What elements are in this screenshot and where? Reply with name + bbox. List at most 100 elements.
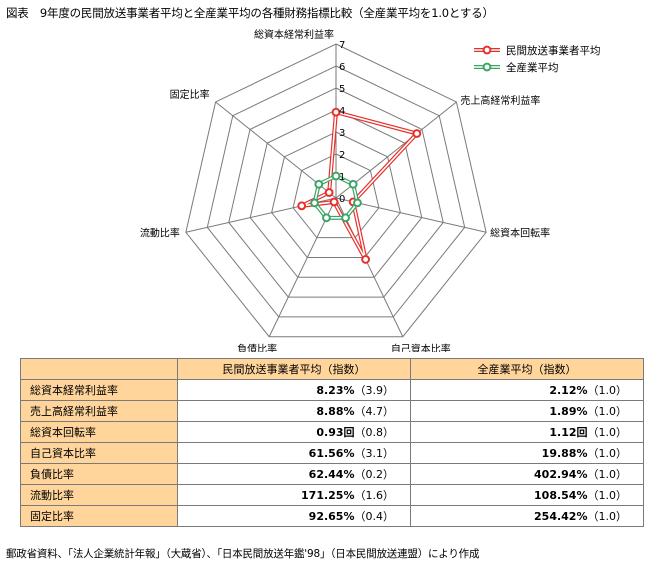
row-label: 総資本回転率 (20, 421, 178, 443)
all-industry-cell: 254.42%（1.0） (410, 505, 644, 527)
r-tick-label: 7 (339, 40, 345, 51)
all-industry-cell-index: （1.0） (587, 426, 628, 439)
table-row: 負債比率 62.44%（0.2） 402.94%（1.0） (20, 463, 644, 485)
table-row: 流動比率 171.25%（1.6） 108.54%（1.0） (20, 484, 644, 506)
all-industry-cell: 1.89%（1.0） (410, 400, 644, 422)
table-row: 総資本経常利益率 8.23%（3.9） 2.12%（1.0） (20, 379, 644, 401)
table-row: 総資本回転率 0.93回（0.8） 1.12回（1.0） (20, 421, 644, 443)
minpo-cell-value: 92.65% (308, 510, 355, 523)
series-minpo-point (324, 188, 334, 197)
legend-swatch-marker (482, 62, 492, 72)
source-note: 郵政省資料、「法人企業統計年報」（大蔵省）、「日本民間放送年鑑'98」（日本民間… (6, 548, 480, 560)
all-industry-cell-index: （1.0） (587, 510, 628, 523)
all-industry-cell-index: （1.0） (587, 489, 628, 502)
table-header-all: 全産業平均（指数） (410, 358, 644, 380)
all-industry-cell-index: （1.0） (587, 447, 628, 460)
all-industry-cell: 402.94%（1.0） (410, 463, 644, 485)
series-all-industry-point (314, 179, 324, 189)
r-tick-label: 3 (339, 128, 345, 139)
minpo-cell: 92.65%（0.4） (177, 505, 411, 527)
minpo-cell: 0.93回（0.8） (177, 421, 411, 443)
series-all-industry-point (310, 198, 319, 208)
axis-label: 流動比率 (140, 226, 180, 239)
all-industry-cell: 1.12回（1.0） (410, 421, 644, 443)
minpo-cell: 61.56%（3.1） (177, 442, 411, 464)
series-minpo-point (297, 201, 307, 211)
axis-label: 負債比率 (237, 343, 277, 352)
all-industry-cell-value: 108.54% (534, 489, 588, 502)
table-row: 自己資本比率 61.56%（3.1） 19.88%（1.0） (20, 442, 644, 464)
minpo-cell-value: 8.23% (316, 384, 355, 397)
figure-title: 図表 9年度の民間放送事業者平均と全産業平均の各種財務指標比較（全産業平均を1.… (6, 6, 494, 20)
minpo-cell-value: 171.25% (301, 489, 355, 502)
table-header-row: 民間放送事業者平均（指数） 全産業平均（指数） (20, 358, 644, 380)
all-industry-cell: 108.54%（1.0） (410, 484, 644, 506)
minpo-cell-index: （0.4） (354, 510, 395, 523)
all-industry-cell-index: （1.0） (587, 405, 628, 418)
axis-label: 固定比率 (170, 88, 210, 101)
series-all-industry-point (348, 179, 358, 189)
all-industry-cell: 19.88%（1.0） (410, 442, 644, 464)
minpo-cell-value: 0.93回 (316, 426, 355, 439)
minpo-cell-index: （0.2） (354, 468, 395, 481)
minpo-cell: 8.88%（4.7） (177, 400, 411, 422)
radar-ring (228, 87, 444, 298)
row-label: 負債比率 (20, 463, 178, 485)
legend-swatch-marker (482, 45, 492, 55)
all-industry-cell-value: 1.89% (549, 405, 588, 418)
radar-ring (249, 109, 423, 278)
minpo-cell-index: （1.6） (354, 489, 395, 502)
minpo-cell-value: 61.56% (308, 447, 355, 460)
all-industry-cell-index: （1.0） (587, 384, 628, 397)
r-tick-label: 5 (339, 84, 345, 95)
minpo-cell-value: 62.44% (308, 468, 355, 481)
all-industry-cell-value: 2.12% (549, 384, 588, 397)
all-industry-cell-value: 254.42% (534, 510, 588, 523)
series-minpo-point (331, 107, 341, 117)
indicator-table: 民間放送事業者平均（指数） 全産業平均（指数） 総資本経常利益率 8.23%（3.… (20, 358, 644, 527)
all-industry-cell-value: 402.94% (534, 468, 588, 481)
minpo-cell-index: （4.7） (354, 405, 395, 418)
r-tick-label: 4 (339, 106, 345, 117)
series-minpo-point (412, 129, 422, 138)
row-label: 自己資本比率 (20, 442, 178, 464)
radar-grid (185, 43, 487, 338)
minpo-cell-index: （3.1） (354, 447, 395, 460)
minpo-cell-index: （0.8） (354, 426, 395, 439)
axis-label: 自己資本比率 (391, 343, 451, 352)
series-all-industry-point (353, 198, 362, 208)
all-industry-cell-value: 19.88% (541, 447, 588, 460)
axis-label: 売上高経常利益率 (460, 94, 540, 107)
all-industry-cell: 2.12%（1.0） (410, 379, 644, 401)
series-all-industry-point (331, 171, 341, 181)
radar-ring (185, 43, 487, 338)
r-tick-label: 6 (339, 62, 345, 73)
row-label: 総資本経常利益率 (20, 379, 178, 401)
series-all-industry-point (322, 213, 331, 223)
radar-series (297, 107, 422, 264)
table-header-blank (20, 358, 178, 380)
legend-label: 民間放送事業者平均 (506, 44, 601, 57)
table-header-minpo: 民間放送事業者平均（指数） (177, 358, 411, 380)
series-minpo-point (361, 255, 370, 264)
table-row: 固定比率 92.65%（0.4） 254.42%（1.0） (20, 505, 644, 527)
series-all-industry-point (341, 213, 350, 223)
minpo-cell: 8.23%（3.9） (177, 379, 411, 401)
series-minpo-line (300, 111, 418, 261)
series-minpo-point (329, 197, 339, 207)
table-row: 売上高経常利益率 8.88%（4.7） 1.89%（1.0） (20, 400, 644, 422)
radar-ring (292, 153, 380, 239)
legend-label: 全産業平均 (506, 61, 559, 74)
minpo-cell-value: 8.88% (316, 405, 355, 418)
r-tick-label: 2 (339, 150, 345, 161)
r-tick-label: 1 (339, 172, 345, 183)
minpo-cell: 62.44%（0.2） (177, 463, 411, 485)
radar-ring (206, 65, 466, 318)
row-label: 固定比率 (20, 505, 178, 527)
all-industry-cell-value: 1.12回 (549, 426, 588, 439)
axis-label: 総資本経常利益率 (254, 28, 334, 41)
axis-label: 総資本回転率 (490, 226, 550, 239)
